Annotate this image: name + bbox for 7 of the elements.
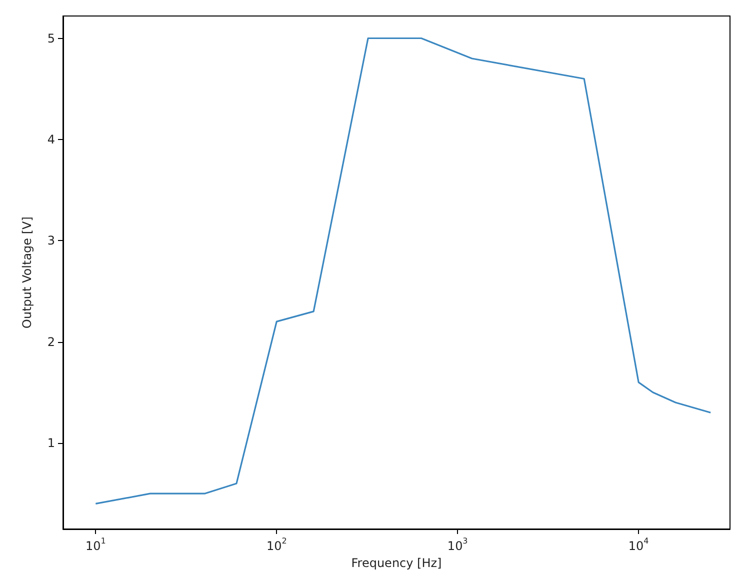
y-tick-label: 4 — [47, 132, 55, 146]
x-axis-title: Frequency [Hz] — [351, 556, 442, 570]
y-axis-title: Output Voltage [V] — [20, 216, 34, 328]
y-tick-label: 1 — [47, 436, 55, 450]
y-tick-label: 2 — [47, 334, 55, 349]
y-tick-label: 3 — [47, 234, 55, 248]
y-tick-label: 5 — [47, 31, 55, 46]
